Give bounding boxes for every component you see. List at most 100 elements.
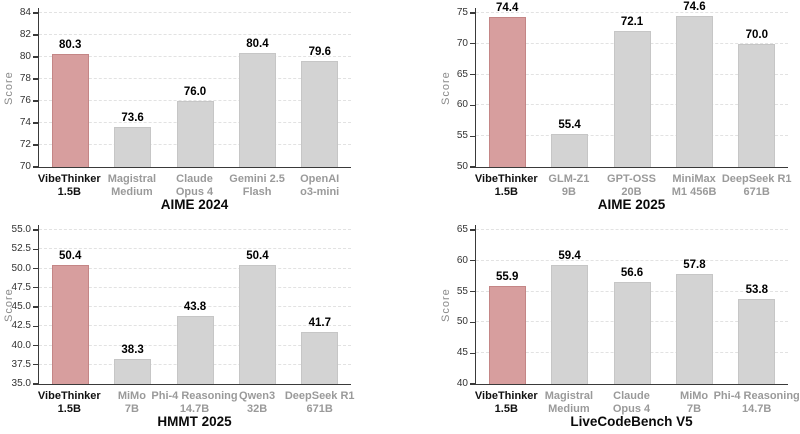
x-category-label: Gemini 2.5 Flash [229,173,285,199]
x-category-label: GPT-OSS 20B [607,173,656,199]
x-category-line2: 14.7B [179,403,210,415]
y-tick-mark [469,321,475,323]
y-tick-mark [32,12,38,14]
x-category-line1: MiMo [680,390,709,402]
x-category-label: GLM-Z1 9B [548,173,589,199]
bar-slot: 55.4 [538,8,600,167]
bar-slot: 38.3 [101,225,163,384]
bar-slot: 72.1 [601,8,663,167]
gridline [39,267,351,269]
x-category-line1: MiniMax [672,173,716,185]
bar-value-label: 72.1 [620,15,644,28]
bar-value-label: 59.4 [558,249,581,262]
x-category-line2: 9B [561,186,576,198]
x-category-label: Phi-4 Reasoning 14.7B [151,390,237,416]
bar-value-label: 76.0 [183,86,207,98]
y-tick-label: 55 [456,130,468,142]
gridline [39,12,351,13]
x-category-line1: Phi-4 Reasoning [713,390,800,402]
bar-slot: 41.7 [289,225,351,384]
x-category-line2: 1.5B [494,403,518,415]
x-category-line2: 671B [743,186,770,198]
x-category-line1: GLM-Z1 [548,173,590,185]
y-tick-label: 80 [19,51,31,62]
x-category-line1: VibeThinker [37,173,101,185]
bar-value-label: 70.0 [745,28,769,41]
x-category-line2: Medium [548,403,590,415]
x-category-label: OpenAI o3-mini [300,173,339,199]
bar: 76.0 [176,86,214,167]
y-tick-label: 65 [456,68,468,80]
bar: 55.9 [488,271,526,384]
y-tick-label: 82 [19,29,31,40]
x-category-line1: Magistral [107,173,157,185]
bar-slot: 80.3 [39,8,101,167]
chart-title: AIME 2024 [160,197,229,212]
y-tick-mark [32,144,38,146]
x-category-line2: 14.7B [742,403,772,415]
bar-value-label: 41.7 [308,317,332,330]
x-category-label: VibeThinker 1.5B [38,390,101,416]
bar: 79.6 [301,46,339,167]
x-category-line2: 32B [246,403,268,415]
gridline [39,248,351,250]
bar: 57.8 [675,259,713,384]
y-tick-label: 75 [456,7,468,18]
x-category-line1: VibeThinker [474,173,538,185]
gridline [39,78,351,79]
y-tick-label: 74 [19,117,31,128]
bar: 43.8 [176,301,214,384]
x-category-line2: 20B [621,186,642,198]
x-category-line2: M1 456B [671,186,717,198]
bar-slot: 79.6 [289,8,351,167]
gridline [476,259,788,261]
bar: 50.4 [51,250,89,384]
x-category-line2: 7B [124,403,139,415]
gridline [39,100,351,101]
y-tick-mark [32,287,38,289]
x-category-line2: 1.5B [494,186,518,198]
y-tick-label: 50 [456,161,468,172]
bar-value-label: 55.4 [558,118,581,131]
y-tick-mark [469,352,475,354]
x-category-label: Claude Opus 4 [613,390,650,416]
y-tick-label: 55.0 [11,224,31,235]
bar: 41.7 [301,317,339,384]
bar-value-label: 43.8 [183,301,207,314]
y-tick-label: 65 [456,224,468,235]
x-category-label: VibeThinker 1.5B [475,173,538,199]
bar: 38.3 [114,344,152,384]
bar-value-label: 80.4 [246,37,269,50]
bar: 74.6 [675,1,713,167]
bar-slot: 50.4 [226,225,288,384]
y-tick-label: 40.0 [11,339,31,351]
bar: 50.4 [238,250,276,384]
chart-title: LiveCodeBench V5 [570,414,693,429]
y-tick-mark [469,260,475,262]
bar-slot: 74.4 [476,2,538,167]
y-tick-label: 55 [456,285,468,297]
y-tick-label: 70 [456,37,468,49]
x-category-line1: Claude [176,173,213,185]
x-category-line1: Claude [613,390,650,402]
x-category-line1: VibeThinker [474,390,538,402]
y-tick-label: 47.5 [11,281,31,293]
x-category-line1: Magistral [544,390,594,402]
y-tick-mark [32,248,38,250]
x-category-label: MiMo 7B [680,390,708,416]
x-category-line1: Phi-4 Reasoning [151,390,238,402]
x-category-line1: GPT-OSS [607,173,656,185]
chart-aime-2024: Score 70 72 74 76 78 80 82 84 80.3 73.6 76.0 80.4 79.… [0,0,400,217]
y-tick-mark [32,166,38,168]
y-tick-label: 35.0 [11,378,31,389]
bar: 80.4 [238,38,276,167]
bars-container: 80.3 73.6 76.0 80.4 79.6 [39,8,351,167]
gridline [39,56,351,57]
x-category-line2: 1.5B [57,186,81,198]
bar-slot: 50.4 [39,225,101,384]
gridline [39,306,351,307]
bar-slot: 43.8 [164,225,226,384]
y-tick-mark [32,344,38,346]
bar-slot: 73.6 [101,8,163,167]
bar-value-label: 80.3 [59,38,82,51]
